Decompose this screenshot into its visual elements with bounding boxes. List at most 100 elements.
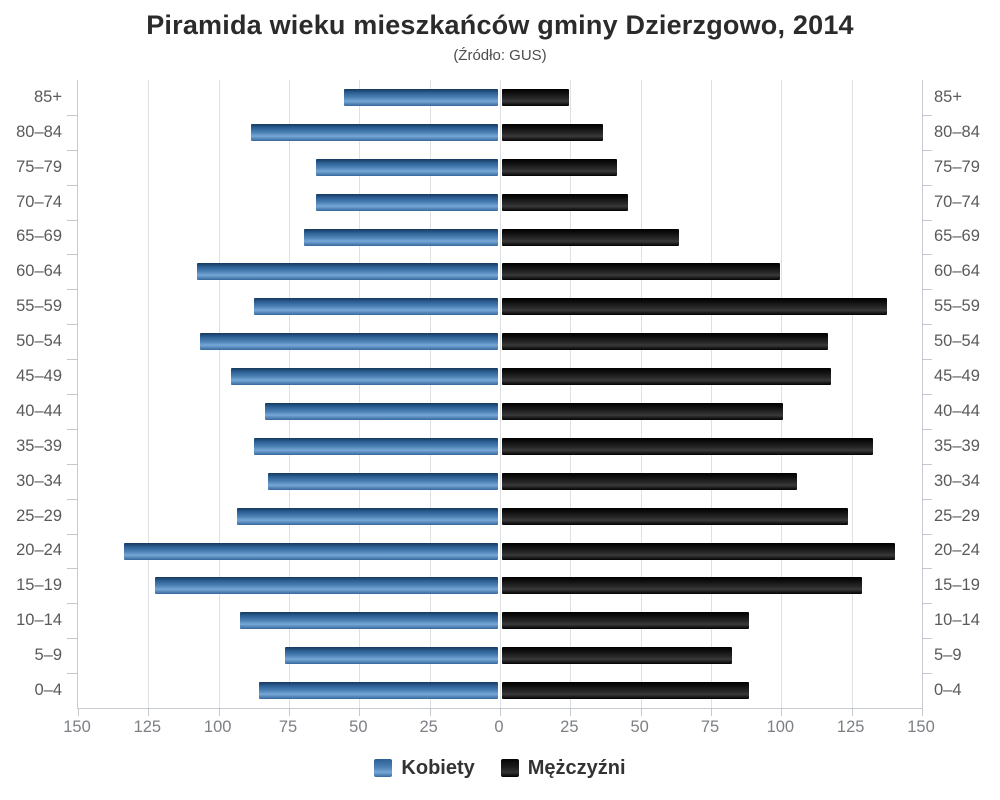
bar-mezczyzni[interactable] [501,402,783,420]
bar-mezczyzni[interactable] [501,647,733,665]
x-axis-label: 150 [907,718,935,736]
y-axis-tick-left [67,289,77,291]
bar-kobiety[interactable] [155,577,499,595]
bar-mezczyzni[interactable] [501,333,828,351]
bar-kobiety[interactable] [250,123,499,141]
y-axis-tick-right [922,149,932,151]
bar-mezczyzni[interactable] [501,472,797,490]
x-axis-label: 150 [63,718,91,736]
y-axis-tick-right [922,568,932,570]
chart-title: Piramida wieku mieszkańców gminy Dzierzg… [146,10,854,40]
bar-mezczyzni[interactable] [501,123,603,141]
bar-kobiety[interactable] [304,228,499,246]
bar-kobiety[interactable] [284,647,499,665]
y-axis-label-left: 70–74 [16,192,62,211]
y-axis-label-right: 35–39 [934,436,980,455]
bar-mezczyzni[interactable] [501,368,831,386]
gridline [359,80,361,708]
y-axis-label-left: 25–29 [16,506,62,525]
bar-mezczyzni[interactable] [501,542,896,560]
x-axis-tick [78,708,79,716]
y-axis-tick-right [922,254,932,256]
bar-mezczyzni[interactable] [501,158,617,176]
chart-subtitle: (Źródło: GUS) [453,47,547,64]
y-axis-tick-left [67,533,77,535]
y-axis-tick-left [67,149,77,151]
y-axis-tick-right [922,673,932,675]
legend-label-kobiety: Kobiety [401,756,475,779]
y-axis-label-right: 85+ [934,87,962,106]
bar-mezczyzni[interactable] [501,193,629,211]
y-axis-label-right: 65–69 [934,227,980,246]
y-axis-tick-left [67,603,77,605]
y-axis-tick-left [67,394,77,395]
legend: Kobiety Mężczyźni [0,750,1000,786]
x-axis-label: 100 [766,718,795,736]
x-axis-tick [781,708,783,716]
bar-mezczyzni[interactable] [501,228,679,246]
y-axis-tick-right [922,603,932,605]
y-axis-tick-right [922,184,932,186]
y-axis-label-left: 20–24 [16,541,62,560]
y-axis-label-right: 5–9 [934,646,962,665]
y-axis-tick-left [67,498,77,500]
bar-kobiety[interactable] [124,542,499,560]
bar-mezczyzni[interactable] [501,577,862,595]
bar-mezczyzni[interactable] [501,88,570,106]
y-axis-tick-right [922,394,932,395]
bar-mezczyzni[interactable] [501,612,750,630]
bar-mezczyzni[interactable] [501,263,781,281]
gridline [781,80,783,708]
plot-area [67,80,932,716]
bar-kobiety[interactable] [267,472,499,490]
x-axis-tick [922,708,923,716]
x-axis-tick [218,708,220,716]
x-axis-label: 75 [278,718,298,736]
bar-kobiety[interactable] [197,263,499,281]
x-axis-tick [851,708,853,716]
y-axis-tick-right [922,638,932,640]
bar-kobiety[interactable] [236,507,499,525]
gridline [500,80,501,708]
gridline [570,80,572,708]
bar-kobiety[interactable] [343,88,499,106]
gridline [289,80,290,708]
y-axis-tick-left [67,359,77,361]
bar-kobiety[interactable] [253,437,499,455]
bar-kobiety[interactable] [231,368,499,386]
y-axis-tick-right [922,289,932,291]
y-axis-label-left: 50–54 [16,332,62,351]
x-axis-tick [289,708,290,716]
y-axis-tick-right [922,428,932,430]
bar-mezczyzni[interactable] [501,437,873,455]
bar-kobiety[interactable] [239,612,499,630]
legend-item-kobiety[interactable]: Kobiety [374,756,475,780]
bar-kobiety[interactable] [315,158,499,176]
bar-mezczyzni[interactable] [501,682,750,700]
gridline [640,80,642,708]
bar-kobiety[interactable] [253,298,499,316]
x-axis-label: 125 [133,718,162,736]
x-axis-tick [359,708,361,716]
y-axis-label-left: 15–19 [16,576,62,595]
bar-kobiety[interactable] [315,193,499,211]
x-axis-label: 75 [700,718,720,736]
y-axis-tick-right [922,219,932,221]
x-axis: 150 125 100 75 50 25 0 25 50 75 100 125 150 [63,718,935,740]
gridline [851,80,853,708]
y-axis-tick-left [67,219,77,221]
bar-mezczyzni[interactable] [501,507,848,525]
bar-kobiety[interactable] [259,682,499,700]
x-axis-tick [640,708,642,716]
bar-kobiety[interactable] [200,333,499,351]
bar-mezczyzni[interactable] [501,298,887,316]
gridline [148,80,150,708]
y-axis-tick-left [67,428,77,430]
y-axis-tick-left [67,324,77,326]
x-axis-label: 0 [494,718,504,736]
legend-item-mezczyzni[interactable]: Mężczyźni [500,757,626,780]
y-axis-label-left: 75–79 [16,157,62,176]
y-axis-label-left: 5–9 [34,646,62,665]
bar-kobiety[interactable] [264,402,499,420]
